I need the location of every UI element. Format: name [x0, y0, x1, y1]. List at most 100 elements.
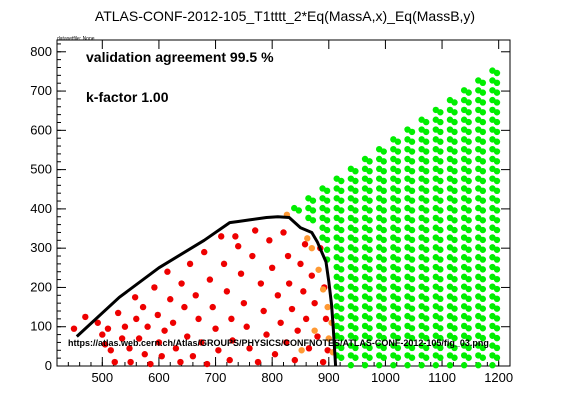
- excluded-point: [324, 347, 331, 354]
- allowed-point: [408, 246, 416, 253]
- allowed-point: [451, 128, 458, 136]
- allowed-point: [493, 118, 501, 126]
- allowed-point: [366, 197, 373, 204]
- allowed-point: [437, 354, 444, 361]
- allowed-point: [422, 128, 430, 136]
- allowed-point: [366, 217, 373, 224]
- allowed-point: [465, 246, 472, 253]
- disagree-point: [298, 347, 305, 354]
- allowed-point: [437, 315, 444, 322]
- allowed-point: [366, 354, 373, 361]
- allowed-point: [380, 285, 387, 293]
- allowed-point: [437, 334, 444, 342]
- excluded-point: [223, 288, 231, 295]
- excluded-point: [167, 296, 174, 303]
- allowed-point: [493, 334, 501, 342]
- y-tick-label: 600: [30, 122, 52, 137]
- allowed-point: [465, 217, 472, 224]
- allowed-point: [394, 256, 402, 263]
- excluded-point: [144, 323, 151, 330]
- allowed-point: [493, 177, 501, 185]
- excluded-point: [169, 319, 177, 326]
- allowed-point: [479, 128, 487, 136]
- allowed-point: [338, 217, 345, 224]
- allowed-point: [479, 334, 487, 342]
- y-tick-label: 700: [30, 83, 52, 98]
- allowed-point: [451, 344, 458, 352]
- allowed-point: [338, 187, 345, 195]
- excluded-point: [212, 325, 219, 332]
- excluded-point: [271, 351, 279, 358]
- allowed-point: [352, 285, 359, 293]
- allowed-point: [352, 256, 359, 263]
- allowed-point: [479, 109, 487, 116]
- allowed-point: [465, 266, 472, 273]
- x-tick-label: 700: [205, 370, 227, 385]
- excluded-point: [164, 268, 171, 275]
- excluded-point: [226, 356, 233, 364]
- allowed-point: [475, 362, 482, 369]
- allowed-point: [408, 334, 416, 342]
- allowed-point: [380, 354, 387, 361]
- allowed-point: [451, 138, 458, 145]
- allowed-point: [422, 236, 430, 244]
- allowed-point: [408, 275, 416, 283]
- allowed-point: [465, 344, 472, 352]
- allowed-point: [479, 118, 487, 126]
- allowed-point: [380, 246, 387, 253]
- allowed-point: [408, 315, 416, 322]
- allowed-point: [366, 246, 373, 253]
- allowed-point: [422, 138, 430, 145]
- excluded-point: [243, 323, 250, 330]
- allowed-point: [493, 138, 501, 145]
- allowed-point: [493, 285, 501, 293]
- allowed-point: [422, 187, 430, 195]
- allowed-point: [408, 158, 416, 165]
- allowed-point: [366, 187, 373, 195]
- allowed-point: [422, 354, 430, 361]
- allowed-point: [352, 315, 359, 322]
- excluded-point: [99, 331, 106, 338]
- allowed-point: [479, 187, 487, 195]
- allowed-point: [451, 354, 458, 361]
- allowed-point: [366, 177, 373, 185]
- allowed-point: [493, 89, 501, 96]
- allowed-point: [437, 217, 444, 224]
- excluded-point: [235, 243, 242, 250]
- allowed-point: [338, 197, 345, 204]
- allowed-point: [465, 89, 472, 96]
- disagree-point: [304, 235, 311, 242]
- allowed-point: [489, 362, 496, 369]
- allowed-point: [493, 79, 501, 87]
- excluded-point: [172, 345, 180, 352]
- excluded-point: [300, 288, 307, 295]
- allowed-point: [437, 109, 444, 116]
- allowed-point: [465, 226, 472, 234]
- allowed-point: [465, 99, 472, 106]
- allowed-point: [380, 217, 387, 224]
- allowed-point: [352, 325, 359, 332]
- allowed-point: [408, 236, 416, 244]
- allowed-point: [338, 315, 345, 322]
- allowed-point: [422, 325, 430, 332]
- chart-title: ATLAS-CONF-2012-105_T1tttt_2*Eq(MassA,x)…: [95, 8, 475, 24]
- allowed-point: [418, 362, 425, 369]
- allowed-point: [479, 89, 487, 96]
- allowed-point: [323, 187, 331, 195]
- allowed-point: [338, 266, 345, 273]
- allowed-point: [479, 315, 487, 322]
- excluded-point: [301, 241, 309, 248]
- allowed-point: [493, 266, 501, 273]
- exclusion-curve: [75, 215, 338, 367]
- allowed-point: [408, 138, 416, 145]
- allowed-point: [465, 118, 472, 126]
- allowed-point: [493, 217, 501, 224]
- allowed-point: [493, 315, 501, 322]
- allowed-point: [394, 305, 402, 312]
- allowed-point: [493, 325, 501, 332]
- allowed-point: [479, 99, 487, 106]
- disagree-point: [319, 286, 327, 293]
- allowed-point: [394, 217, 402, 224]
- allowed-point: [380, 305, 387, 312]
- allowed-point: [394, 246, 402, 253]
